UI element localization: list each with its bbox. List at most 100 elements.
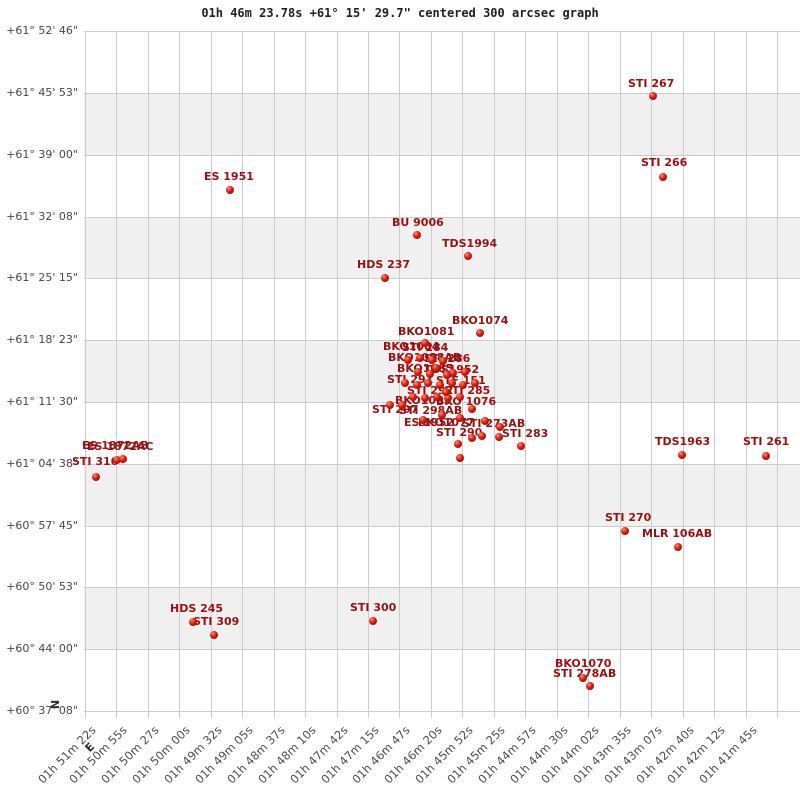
star-point[interactable] — [426, 370, 434, 378]
y-tick-label: +61° 18' 23" — [6, 333, 78, 346]
star-point[interactable] — [579, 674, 587, 682]
h-gridline — [84, 278, 800, 279]
y-tick-label: +61° 11' 30" — [6, 395, 78, 408]
y-tick-label: +60° 57' 45" — [6, 519, 78, 532]
star-point[interactable] — [586, 682, 594, 690]
v-gridline — [494, 31, 495, 718]
h-gridline — [84, 31, 800, 32]
v-gridline — [525, 31, 526, 718]
star-point[interactable] — [496, 423, 504, 431]
star-point[interactable] — [386, 401, 394, 409]
star-label: ES 1952 — [404, 416, 454, 429]
star-point[interactable] — [674, 543, 682, 551]
star-point[interactable] — [421, 339, 429, 347]
star-point[interactable] — [381, 274, 389, 282]
y-tick-label: +60° 50' 53" — [6, 580, 78, 593]
star-point[interactable] — [678, 451, 686, 459]
star-label: STI 298AB — [399, 404, 463, 417]
v-gridline — [211, 31, 212, 718]
star-label: BU 9006 — [392, 216, 444, 229]
star-point[interactable] — [404, 356, 412, 364]
star-point[interactable] — [92, 473, 100, 481]
y-tick-label: +61° 32' 08" — [6, 210, 78, 223]
v-gridline — [399, 31, 400, 718]
star-point[interactable] — [448, 379, 456, 387]
star-point[interactable] — [649, 92, 657, 100]
star-point[interactable] — [433, 393, 441, 401]
v-gridline — [85, 31, 86, 718]
star-point[interactable] — [481, 417, 489, 425]
star-point[interactable] — [438, 411, 446, 419]
star-label: STI 297 — [372, 403, 419, 416]
star-point[interactable] — [456, 414, 464, 422]
star-point[interactable] — [442, 388, 450, 396]
star-label: HDS 245 — [170, 602, 224, 615]
star-point[interactable] — [226, 186, 234, 194]
star-label: STI 285 — [444, 384, 491, 397]
star-point[interactable] — [762, 452, 770, 460]
star-point[interactable] — [456, 393, 464, 401]
star-point[interactable] — [478, 432, 486, 440]
star-point[interactable] — [421, 394, 429, 402]
v-gridline — [620, 31, 621, 718]
star-point[interactable] — [409, 393, 417, 401]
star-point[interactable] — [413, 381, 421, 389]
star-point[interactable] — [444, 394, 452, 402]
star-point[interactable] — [476, 329, 484, 337]
star-label: ES 1951 — [204, 170, 254, 183]
declination-band — [84, 587, 800, 649]
star-point[interactable] — [449, 369, 457, 377]
star-label: STI 300 — [350, 601, 397, 614]
star-point[interactable] — [464, 252, 472, 260]
star-point[interactable] — [413, 231, 421, 239]
declination-band — [84, 93, 800, 155]
star-point[interactable] — [443, 371, 451, 379]
h-gridline — [84, 587, 800, 588]
star-label: TDS1963 — [655, 435, 711, 448]
h-gridline — [84, 526, 800, 527]
v-gridline — [651, 31, 652, 718]
star-label: STI 273AB — [462, 417, 526, 430]
h-gridline — [84, 649, 800, 650]
star-point[interactable] — [398, 401, 406, 409]
star-point[interactable] — [414, 368, 422, 376]
star-point[interactable] — [432, 364, 440, 372]
star-point[interactable] — [189, 618, 197, 626]
star-point[interactable] — [419, 416, 427, 424]
star-label: BKO1081 — [398, 325, 455, 338]
star-point[interactable] — [416, 354, 424, 362]
star-point[interactable] — [436, 381, 444, 389]
declination-band — [84, 464, 800, 526]
star-point[interactable] — [621, 527, 629, 535]
star-point[interactable] — [454, 440, 462, 448]
star-point[interactable] — [428, 356, 436, 364]
star-point[interactable] — [401, 379, 409, 387]
star-point[interactable] — [113, 456, 121, 464]
y-tick-label: +61° 04' 38" — [6, 457, 78, 470]
star-point[interactable] — [471, 379, 479, 387]
star-point[interactable] — [459, 381, 467, 389]
star-point[interactable] — [369, 617, 377, 625]
star-label: BKO1070 — [555, 657, 612, 670]
star-label: STI 270 — [605, 511, 652, 524]
star-point[interactable] — [456, 454, 464, 462]
star-point[interactable] — [119, 455, 127, 463]
v-gridline — [337, 31, 338, 718]
star-point[interactable] — [461, 368, 469, 376]
star-point[interactable] — [517, 442, 525, 450]
star-point[interactable] — [659, 173, 667, 181]
star-point[interactable] — [495, 433, 503, 441]
v-gridline — [683, 31, 684, 718]
star-label: STI 284 — [402, 341, 449, 354]
v-gridline — [242, 31, 243, 718]
star-point[interactable] — [468, 405, 476, 413]
star-point[interactable] — [439, 357, 447, 365]
star-point[interactable] — [468, 434, 476, 442]
star-point[interactable] — [424, 379, 432, 387]
star-point[interactable] — [210, 631, 218, 639]
v-gridline — [714, 31, 715, 718]
v-gridline — [368, 31, 369, 718]
y-tick-label: +61° 45' 53" — [6, 86, 78, 99]
declination-band — [84, 217, 800, 278]
